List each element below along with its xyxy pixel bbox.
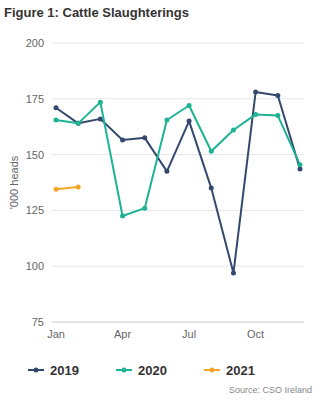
point[interactable] <box>298 167 303 172</box>
chart-container: Figure 1: Cattle Slaughterings 75 100 125 15… <box>0 0 320 400</box>
point[interactable] <box>253 112 258 117</box>
point[interactable] <box>54 187 59 192</box>
x-tick-label: Oct <box>247 328 264 340</box>
legend-marker <box>34 368 39 373</box>
point[interactable] <box>209 149 214 154</box>
point[interactable] <box>98 116 103 121</box>
plot-area <box>54 90 303 276</box>
series-line <box>56 187 78 189</box>
grid-line <box>52 322 304 323</box>
point[interactable] <box>298 162 303 167</box>
grid-line <box>52 210 304 211</box>
point[interactable] <box>164 169 169 174</box>
y-tick-label: 150 <box>26 149 44 161</box>
y-axis-label: '000 heads <box>8 155 20 209</box>
x-tick-label: Apr <box>114 328 131 340</box>
x-tick-label: Jan <box>47 328 65 340</box>
point[interactable] <box>253 90 258 95</box>
point[interactable] <box>76 184 81 189</box>
point[interactable] <box>164 118 169 123</box>
legend-label[interactable]: 2019 <box>50 363 79 378</box>
legend-marker <box>210 368 215 373</box>
y-tick-label: 200 <box>26 37 44 49</box>
chart-svg: Figure 1: Cattle Slaughterings 75 100 125 15… <box>0 0 320 400</box>
point[interactable] <box>209 186 214 191</box>
point[interactable] <box>76 121 81 126</box>
y-tick-label: 125 <box>26 204 44 216</box>
grid-line <box>52 266 304 267</box>
y-tick-label: 75 <box>32 316 44 328</box>
grid-line <box>52 98 304 99</box>
legend-marker <box>122 368 127 373</box>
legend-label[interactable]: 2020 <box>138 363 167 378</box>
grid-line <box>52 43 304 44</box>
point[interactable] <box>120 138 125 143</box>
point[interactable] <box>231 128 236 133</box>
series-line <box>56 92 300 273</box>
series-line <box>56 102 300 216</box>
point[interactable] <box>120 213 125 218</box>
point[interactable] <box>54 105 59 110</box>
point[interactable] <box>76 121 81 126</box>
point[interactable] <box>231 270 236 275</box>
y-tick-label: 100 <box>26 260 44 272</box>
point[interactable] <box>142 206 147 211</box>
point[interactable] <box>98 100 103 105</box>
point[interactable] <box>275 93 280 98</box>
point[interactable] <box>187 119 192 124</box>
point[interactable] <box>187 103 192 108</box>
point[interactable] <box>275 113 280 118</box>
legend-label[interactable]: 2021 <box>226 363 255 378</box>
x-tick-label: Jul <box>182 328 196 340</box>
grid-line <box>52 154 304 155</box>
title: Figure 1: Cattle Slaughterings <box>4 5 189 20</box>
point[interactable] <box>142 135 147 140</box>
point[interactable] <box>54 118 59 123</box>
y-tick-label: 175 <box>26 93 44 105</box>
source: Source: CSO Ireland <box>229 385 312 395</box>
